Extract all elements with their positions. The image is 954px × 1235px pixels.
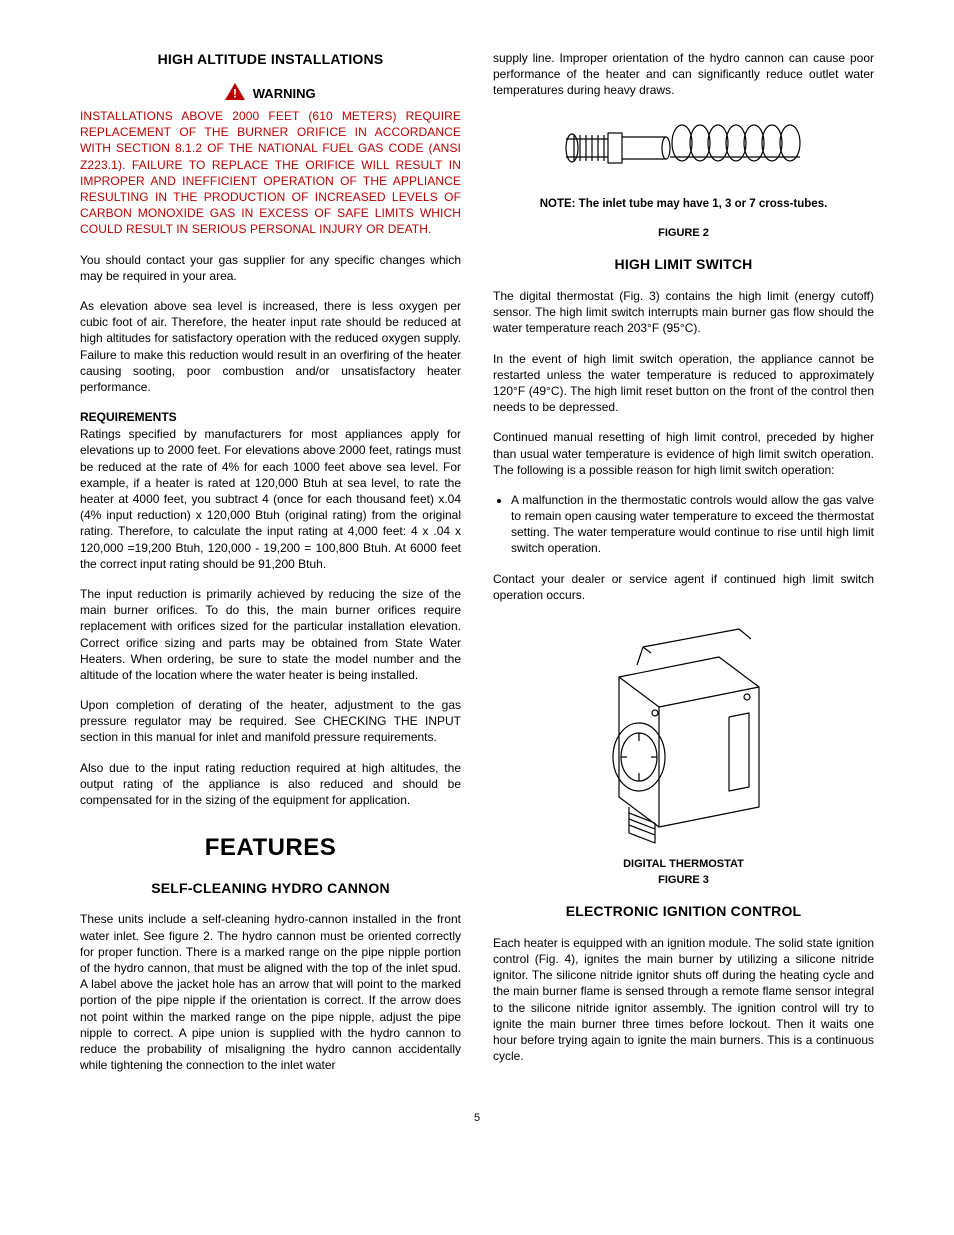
para-input-reduction: The input reduction is primarily achieve…: [80, 586, 461, 683]
para-requirements: Ratings specified by manufacturers for m…: [80, 426, 461, 572]
para-high-limit-2: In the event of high limit switch operat…: [493, 351, 874, 416]
warning-text: INSTALLATIONS ABOVE 2000 FEET (610 METER…: [80, 108, 461, 238]
warning-icon: !: [225, 83, 245, 104]
para-high-limit-1: The digital thermostat (Fig. 3) contains…: [493, 288, 874, 337]
left-column: HIGH ALTITUDE INSTALLATIONS ! WARNING IN…: [80, 50, 461, 1073]
para-supply-line: supply line. Improper orientation of the…: [493, 50, 874, 99]
heading-high-altitude: HIGH ALTITUDE INSTALLATIONS: [80, 50, 461, 69]
para-derating: Upon completion of derating of the heate…: [80, 697, 461, 746]
figure-2-caption: FIGURE 2: [493, 226, 874, 241]
page-number: 5: [0, 1103, 954, 1148]
heading-features: FEATURES: [80, 832, 461, 864]
heading-self-cleaning: SELF-CLEANING HYDRO CANNON: [80, 879, 461, 898]
warning-label: WARNING: [253, 86, 316, 101]
figure-2-illustration: [493, 113, 874, 187]
svg-text:!: !: [233, 86, 237, 100]
warning-row: ! WARNING: [80, 83, 461, 104]
para-elevation-oxygen: As elevation above sea level is increase…: [80, 298, 461, 395]
figure-3-caption-line2: FIGURE 3: [658, 874, 709, 886]
heading-high-limit: HIGH LIMIT SWITCH: [493, 255, 874, 274]
page: HIGH ALTITUDE INSTALLATIONS ! WARNING IN…: [0, 0, 954, 1103]
para-self-cleaning: These units include a self-cleaning hydr…: [80, 911, 461, 1073]
para-high-limit-contact: Contact your dealer or service agent if …: [493, 571, 874, 603]
figure-3-caption-line1: DIGITAL THERMOSTAT: [623, 858, 744, 870]
note-inlet-tube: NOTE: The inlet tube may have 1, 3 or 7 …: [493, 197, 874, 213]
para-contact-supplier: You should contact your gas supplier for…: [80, 252, 461, 284]
right-column: supply line. Improper orientation of the…: [493, 50, 874, 1073]
high-limit-bullets: A malfunction in the thermostatic contro…: [493, 492, 874, 557]
figure-3-illustration: [493, 617, 874, 851]
heading-eic: ELECTRONIC IGNITION CONTROL: [493, 902, 874, 921]
para-high-limit-3: Continued manual resetting of high limit…: [493, 429, 874, 478]
subhead-requirements: REQUIREMENTS: [80, 409, 461, 425]
figure-3-caption: DIGITAL THERMOSTAT FIGURE 3: [493, 857, 874, 888]
list-item: A malfunction in the thermostatic contro…: [511, 492, 874, 557]
para-eic: Each heater is equipped with an ignition…: [493, 935, 874, 1065]
para-output-rating: Also due to the input rating reduction r…: [80, 760, 461, 809]
